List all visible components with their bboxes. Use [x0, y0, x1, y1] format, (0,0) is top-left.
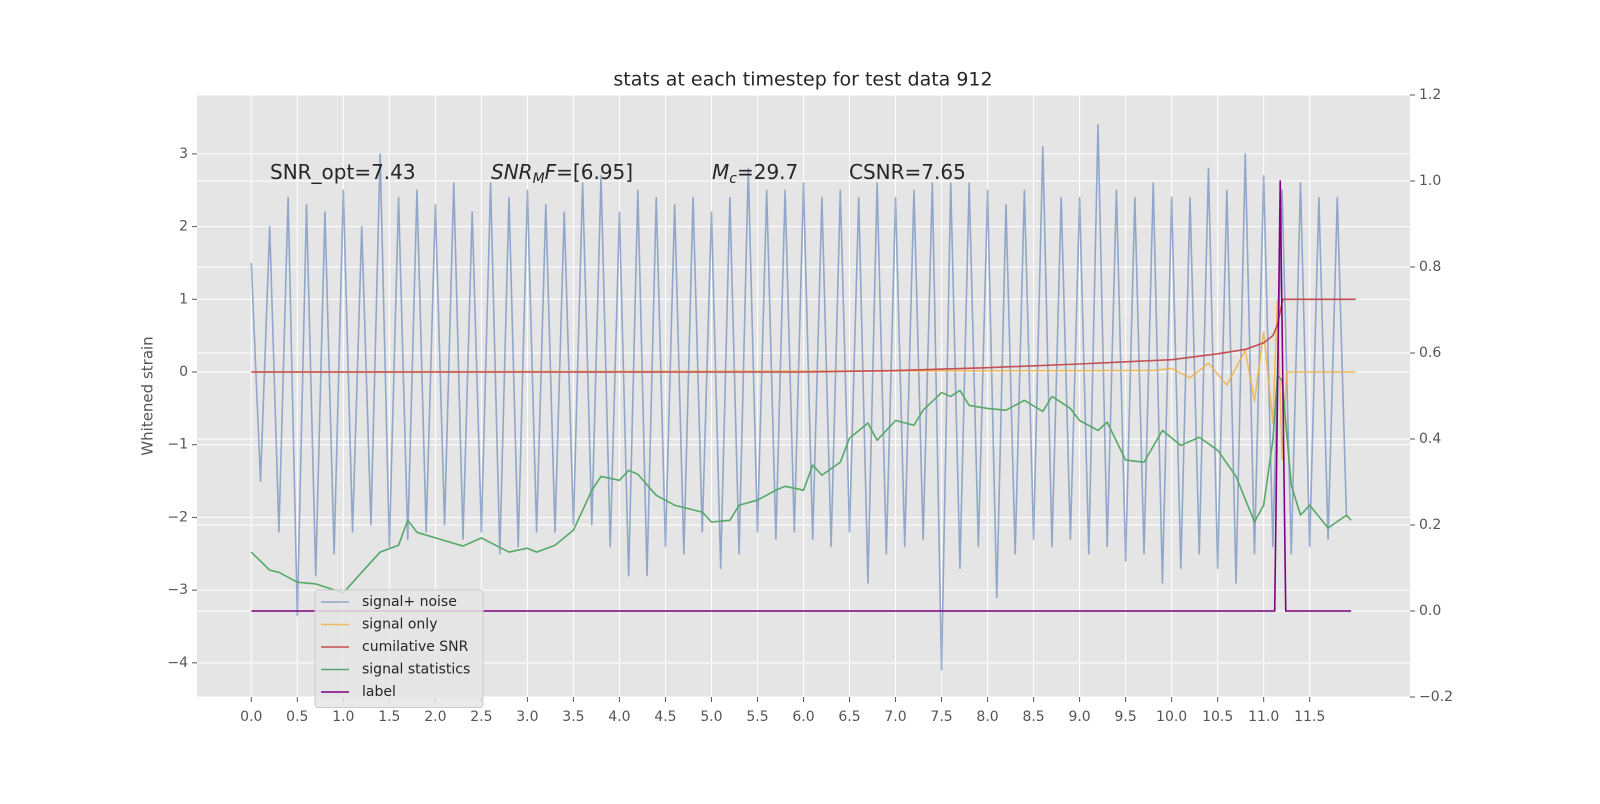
y-tick-label: −2 — [167, 509, 188, 525]
legend-label: signal+ noise — [362, 594, 457, 610]
y2-tick-label: 0.0 — [1419, 603, 1441, 619]
x-tick-label: 11.0 — [1248, 709, 1279, 725]
y-tick-label: 0 — [179, 364, 188, 380]
annotation-part: M — [533, 171, 545, 187]
x-tick-label: 8.5 — [1022, 709, 1044, 725]
legend-label: label — [362, 684, 396, 700]
x-tick-label: 9.5 — [1114, 709, 1136, 725]
x-tick-label: 8.0 — [976, 709, 998, 725]
y-tick-label: 2 — [179, 219, 188, 235]
y2-tick-label: −0.2 — [1419, 689, 1453, 705]
legend: signal+ noise signal only cumilative SNR si… — [314, 589, 484, 708]
y-tick-label: 1 — [179, 291, 188, 307]
x-tick-label: 6.5 — [838, 709, 860, 725]
legend-label: signal only — [362, 617, 437, 633]
y-tick-label: −3 — [167, 582, 188, 598]
annotation-part: F — [545, 160, 557, 184]
annotation-part: =[6.95] — [556, 160, 633, 184]
y-tick-label: 3 — [179, 146, 188, 162]
x-tick-label: 10.5 — [1202, 709, 1233, 725]
x-tick-label: 4.5 — [654, 709, 676, 725]
y2-tick-label: 0.4 — [1419, 431, 1441, 447]
y2-tick-label: 0.6 — [1419, 345, 1441, 361]
x-tick-label: 6.0 — [792, 709, 814, 725]
x-tick-label: 3.0 — [516, 709, 538, 725]
legend-box — [314, 589, 484, 708]
chart-title: stats at each timestep for test data 912 — [613, 69, 992, 91]
axes: 0.0 0.5 1.0 1.5 2.0 2.5 3.0 3.5 4.0 4.5 5.0 5.5 6.0 6… — [167, 87, 1453, 725]
x-tick-label: 1.5 — [378, 709, 400, 725]
marks — [250, 124, 1356, 671]
series-line — [251, 298, 1356, 461]
x-tick-label: 2.0 — [424, 709, 446, 725]
annotation-part: SNR — [491, 160, 533, 184]
y-tick-label: −4 — [167, 655, 188, 671]
annotation: SNR_opt=7.43 — [270, 160, 416, 184]
legend-label: cumilative SNR — [362, 639, 469, 655]
y2-tick-label: 1.0 — [1419, 173, 1441, 189]
y2-tick-label: 0.8 — [1419, 259, 1441, 275]
y-axis-label: Whitened strain — [139, 336, 157, 455]
annotation: CSNR=7.65 — [849, 160, 966, 184]
annotation-part: M — [712, 160, 729, 184]
annotation: SNRMF=[6.95] — [491, 160, 633, 188]
x-tick-label: 2.5 — [470, 709, 492, 725]
annotation-part: CSNR=7.65 — [849, 160, 966, 184]
x-tick-label: 5.5 — [746, 709, 768, 725]
series-line — [250, 374, 1352, 594]
x-tick-label: 4.0 — [608, 709, 630, 725]
legend-label: signal statistics — [362, 662, 470, 678]
x-tick-label: 5.0 — [700, 709, 722, 725]
x-tick-label: 7.5 — [930, 709, 952, 725]
annotations: SNR_opt=7.43 SNRMF=[6.95] Mc=29.7 CSNR=7.65 — [270, 160, 966, 188]
x-tick-label: 10.0 — [1156, 709, 1187, 725]
annotation-part: =29.7 — [737, 160, 798, 184]
x-tick-label: 7.0 — [884, 709, 906, 725]
series-line — [250, 124, 1348, 671]
series-line — [251, 180, 1352, 612]
x-tick-label: 0.5 — [286, 709, 308, 725]
y2-tick-label: 0.2 — [1419, 517, 1441, 533]
y2-tick-label: 1.2 — [1419, 87, 1441, 103]
x-tick-label: 0.0 — [240, 709, 262, 725]
x-tick-label: 3.5 — [562, 709, 584, 725]
x-tick-label: 1.0 — [332, 709, 354, 725]
y-tick-label: −1 — [167, 437, 188, 453]
x-tick-label: 9.0 — [1068, 709, 1090, 725]
annotation-part: c — [729, 171, 737, 187]
annotation-part: SNR_opt=7.43 — [270, 160, 416, 184]
x-tick-label: 11.5 — [1294, 709, 1325, 725]
annotation: Mc=29.7 — [712, 160, 798, 188]
